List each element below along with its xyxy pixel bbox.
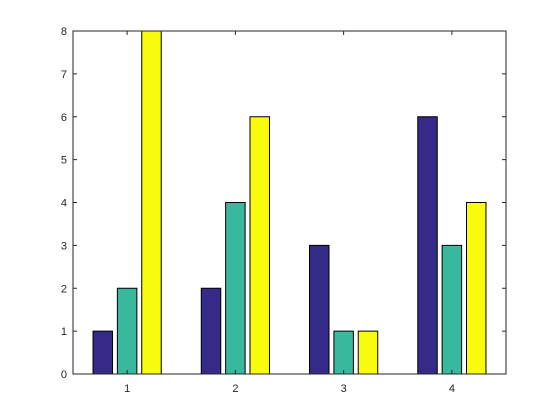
y-tick-label-3: 3 xyxy=(61,240,67,252)
y-tick-label-5: 5 xyxy=(61,155,67,167)
bar-series-2-category-3 xyxy=(333,330,354,375)
y-tick-label-7: 7 xyxy=(61,69,67,81)
bar-series-2-category-4 xyxy=(441,244,463,375)
bars-layer xyxy=(92,30,487,375)
axes-frame xyxy=(72,30,507,375)
y-tick-label-2: 2 xyxy=(61,283,67,295)
bar-series-2-category-1 xyxy=(116,287,138,375)
bar-series-1-category-1 xyxy=(92,330,114,375)
x-tick-label-3: 3 xyxy=(341,383,347,395)
y-tick-label-8: 8 xyxy=(61,26,67,38)
labels-layer: 0 1 2 3 4 5 6 7 8 1 2 3 4 xyxy=(61,26,455,395)
y-tick-label-6: 6 xyxy=(61,112,67,124)
bar-series-3-category-1 xyxy=(141,30,162,375)
bar-series-1-category-2 xyxy=(200,287,222,375)
bar-series-1-category-4 xyxy=(417,116,438,375)
x-tick-label-1: 1 xyxy=(124,383,130,395)
x-tick-label-4: 4 xyxy=(449,383,455,395)
y-tick-label-1: 1 xyxy=(61,326,67,338)
bar-series-3-category-2 xyxy=(249,116,270,375)
bar-series-2-category-2 xyxy=(225,202,246,375)
bar-series-3-category-3 xyxy=(357,330,379,375)
y-tick-label-4: 4 xyxy=(61,198,67,210)
bar-series-1-category-3 xyxy=(309,244,330,375)
x-tick-label-2: 2 xyxy=(232,383,238,395)
ticks-layer xyxy=(73,30,506,375)
bar-series-3-category-4 xyxy=(465,202,487,375)
y-tick-label-0: 0 xyxy=(61,369,67,381)
